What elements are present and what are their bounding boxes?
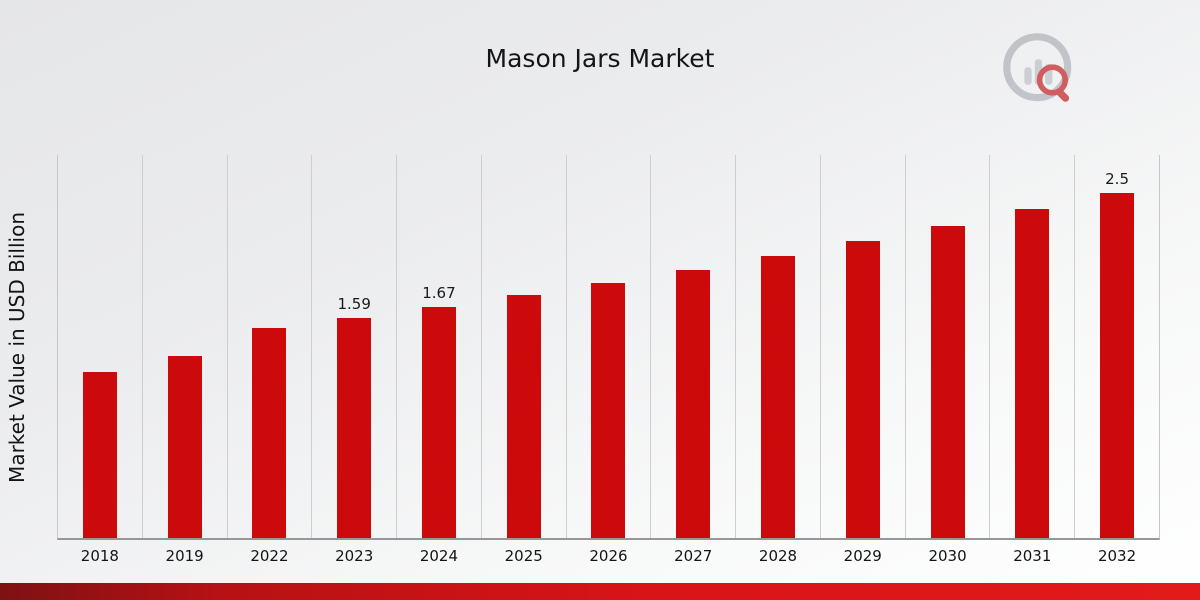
chart-column-2027: 2027 [651,155,737,565]
x-tick-label-2027: 2027 [674,547,713,565]
bar-2028 [761,256,795,538]
value-label-2023: 1.59 [337,295,371,314]
bar-2023 [337,318,372,538]
x-tick-label-2018: 2018 [80,547,119,565]
logo-bar-icon [1024,67,1032,85]
bar-2018 [82,372,117,538]
x-tick-label-2029: 2029 [843,547,882,565]
chart-column-2019: 2019 [143,155,228,565]
bar-2027 [676,270,711,538]
value-label-2024: 1.67 [422,284,456,303]
bar-2030 [930,225,965,538]
y-axis-label: Market Value in USD Billion [5,212,29,483]
x-tick-label-2023: 2023 [335,547,374,565]
x-tick-label-2019: 2019 [165,547,204,565]
x-tick-label-2025: 2025 [504,547,543,565]
bar-2024 [421,307,456,538]
chart-column-2022: 2022 [228,155,313,565]
x-tick-label-2028: 2028 [758,547,798,565]
chart-column-2032: 2.5 2032 [1075,155,1159,565]
x-tick-label-2026: 2026 [589,547,628,565]
x-tick-label-2030: 2030 [928,547,967,565]
chart-column-2030: 2030 [906,155,991,565]
chart-column-2029: 2029 [821,155,906,565]
chart-column-2025: 2025 [482,155,567,565]
bar-2026 [591,282,626,538]
chart-column-2026: 2026 [567,155,652,565]
chart-column-2024: 1.67 2024 [397,155,482,565]
x-tick-label-2031: 2031 [1013,547,1052,565]
bar-2019 [167,355,202,538]
brand-logo [1003,33,1072,102]
bottom-red-stripe [0,583,1200,600]
chart-column-2031: 2031 [990,155,1076,565]
chart-title: Mason Jars Market [485,44,715,73]
x-tick-label-2032: 2032 [1097,547,1137,565]
bar-2025 [506,295,541,538]
bar-2029 [845,241,880,538]
bar-2031 [1015,209,1050,538]
bar-2022 [252,328,287,538]
x-tick-label-2024: 2024 [419,547,459,565]
magnifier-icon [1036,64,1068,96]
x-tick-label-2022: 2022 [250,547,289,565]
y-axis-label-wrap: Market Value in USD Billion [4,155,30,540]
bar-chart-plot-area: 2018 2019 2022 1.59 2023 1.67 2024 2025 2026 2027… [57,155,1160,565]
magnifier-handle-icon [1056,89,1070,102]
value-label-2032: 2.5 [1105,169,1129,188]
chart-column-2018: 2018 [58,155,143,565]
chart-column-2023: 1.59 2023 [312,155,398,565]
bar-2032 [1100,192,1135,538]
chart-column-2028: 2028 [736,155,821,565]
